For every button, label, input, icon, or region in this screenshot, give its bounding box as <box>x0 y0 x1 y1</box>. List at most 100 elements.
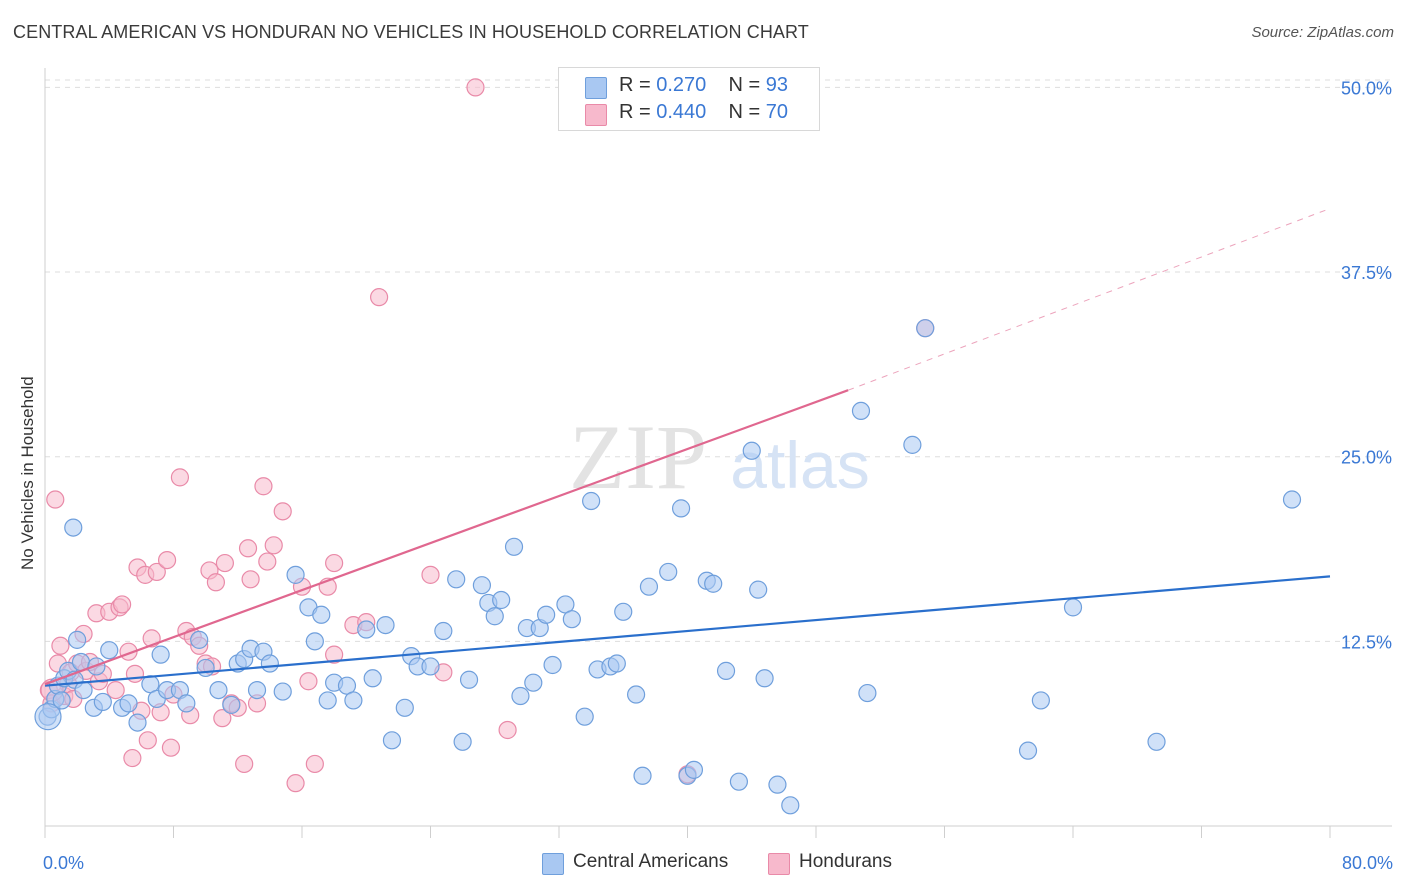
honduran-point <box>286 774 305 793</box>
honduran-point <box>421 565 440 584</box>
central-american-point <box>64 518 83 537</box>
bottom-legend-label: Hondurans <box>799 851 892 872</box>
central-american-point <box>52 691 71 710</box>
honduran-point <box>235 754 254 774</box>
y-tick-label: 25.0% <box>1341 448 1392 468</box>
central-american-point <box>357 620 376 639</box>
honduran-point <box>106 680 125 700</box>
central-american-point <box>485 607 504 626</box>
honduran-point <box>206 573 226 592</box>
honduran-point <box>112 595 132 614</box>
central-american-point <box>626 685 646 704</box>
central-american-point <box>74 680 93 700</box>
axes <box>44 68 1392 838</box>
watermark: ZIP atlas <box>569 406 870 508</box>
central-american-point <box>363 669 382 688</box>
bottom-legend-swatch-pink <box>768 853 790 875</box>
central-american-point <box>196 658 215 678</box>
central-american-point <box>511 686 530 706</box>
central-american-point <box>729 772 749 791</box>
honduran-point <box>170 468 190 487</box>
central-american-point <box>395 698 414 717</box>
hondurans-trend-line <box>44 389 849 686</box>
central-american-point <box>492 590 511 610</box>
central-american-point <box>755 669 774 688</box>
central-american-point <box>190 630 209 649</box>
y-tick-label: 50.0% <box>1341 78 1392 98</box>
central-american-point <box>421 657 440 676</box>
central-american-point <box>749 580 768 599</box>
central-american-point <box>768 775 787 794</box>
tick-labels: 12.5% 25.0% 37.5% 50.0% 0.0% 80.0% <box>43 78 1393 873</box>
central-american-point <box>562 610 581 629</box>
central-american-point <box>633 766 652 785</box>
source-label: Source: ZipAtlas.com <box>1251 24 1394 41</box>
central-americans-points <box>34 319 1302 815</box>
central-american-point <box>504 537 524 556</box>
hondurans-trend-extension <box>847 208 1331 391</box>
central-american-point <box>453 732 472 751</box>
honduran-point <box>215 553 234 573</box>
central-american-point <box>1031 691 1050 710</box>
central-american-point <box>447 570 466 589</box>
central-american-point <box>524 673 543 692</box>
legend-swatch-blue <box>585 77 607 99</box>
central-americans-trend-line <box>44 575 1331 687</box>
central-american-point <box>119 694 138 713</box>
legend-swatch-pink <box>585 104 607 126</box>
central-american-point <box>459 670 479 689</box>
central-american-point <box>128 713 147 732</box>
honduran-point <box>241 570 260 589</box>
stats-legend: R = 0.270 N = 93 R = 0.440 N = 70 <box>558 67 820 131</box>
central-american-point <box>434 621 453 641</box>
central-american-point <box>305 632 324 651</box>
honduran-point <box>238 539 258 558</box>
x-tick-label: 80.0% <box>1342 853 1393 873</box>
watermark-atlas: atlas <box>730 428 869 502</box>
central-american-point <box>273 682 292 701</box>
honduran-point <box>161 738 181 757</box>
central-american-point <box>659 562 678 582</box>
watermark-zip: ZIP <box>569 406 707 508</box>
central-american-point <box>222 695 241 714</box>
central-american-point <box>260 654 279 673</box>
legend-r-value: 0.270 <box>656 74 707 96</box>
x-tick-label: 0.0% <box>43 853 84 873</box>
central-american-point <box>1147 732 1166 751</box>
central-american-point <box>68 630 87 649</box>
honduran-point <box>273 502 292 521</box>
bottom-legend-swatch-blue <box>542 853 564 875</box>
honduran-point <box>370 288 389 307</box>
central-american-point <box>382 731 402 750</box>
central-american-point <box>286 565 305 584</box>
y-tick-label: 37.5% <box>1341 263 1392 283</box>
honduran-point <box>51 636 70 655</box>
central-american-point <box>582 491 601 511</box>
honduran-point <box>254 477 273 496</box>
central-american-point <box>93 692 112 712</box>
trend-lines <box>44 208 1331 687</box>
central-american-point <box>851 401 871 420</box>
central-american-point <box>209 680 228 700</box>
central-american-point <box>543 655 562 675</box>
central-american-point <box>1018 741 1038 760</box>
central-american-point <box>639 577 659 596</box>
bottom-legend-label: Central Americans <box>573 851 729 872</box>
honduran-point <box>213 709 232 728</box>
central-american-point <box>607 654 626 673</box>
central-american-point <box>716 661 736 680</box>
legend-r-label: R = <box>619 74 651 96</box>
honduran-point <box>305 754 324 774</box>
central-american-point <box>1063 598 1083 617</box>
honduran-point <box>299 672 318 691</box>
central-american-point <box>376 615 395 635</box>
central-american-point <box>704 574 723 593</box>
y-tick-label: 12.5% <box>1341 632 1392 652</box>
honduran-point <box>498 720 517 740</box>
honduran-point <box>125 664 145 683</box>
central-american-point <box>858 683 877 703</box>
central-american-point <box>575 707 594 726</box>
honduran-point <box>325 645 344 664</box>
central-american-point <box>100 641 119 660</box>
